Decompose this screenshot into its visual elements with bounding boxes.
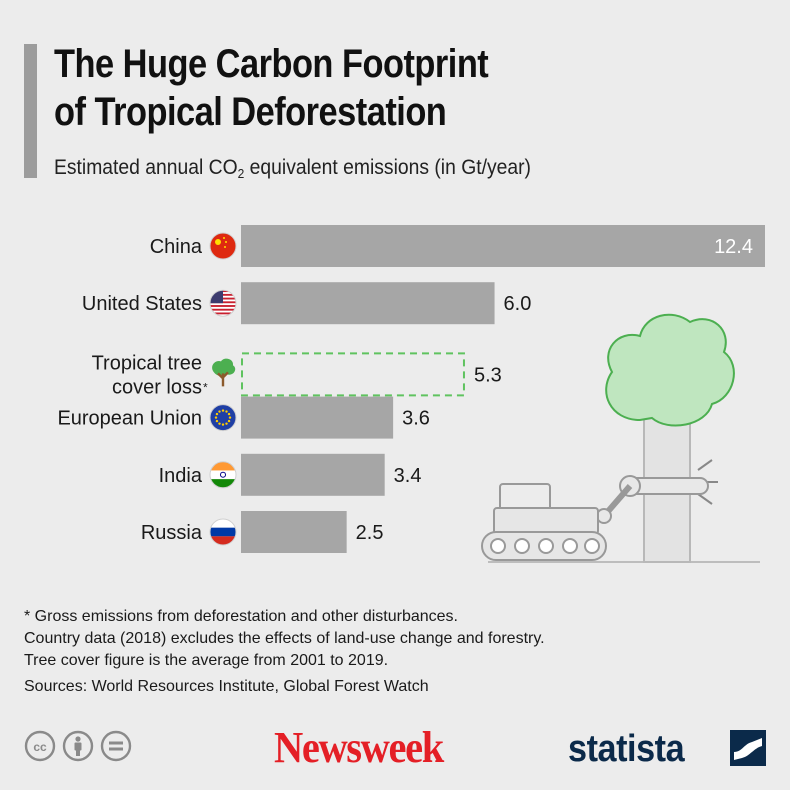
statista-logo-icon xyxy=(730,730,766,766)
bar xyxy=(241,282,495,325)
value-label: 5.3 xyxy=(474,364,502,386)
license-icons: cc xyxy=(24,730,132,764)
bar xyxy=(241,511,347,553)
newsweek-logo: Newsweek xyxy=(274,723,444,772)
svg-text:cc: cc xyxy=(33,740,47,754)
category-label: China xyxy=(150,236,203,258)
value-label: 2.5 xyxy=(356,522,384,544)
category-label: cover loss xyxy=(112,376,202,398)
usa-flag-icon xyxy=(209,289,237,317)
category-label: Russia xyxy=(141,522,203,544)
title-accent-bar xyxy=(24,44,37,178)
bars-group: 12.4 China 6.0 United States 5.3 Tropical tre… xyxy=(57,225,765,553)
value-label: 3.6 xyxy=(402,408,430,430)
title-line-2: of Tropical Deforestation xyxy=(54,90,447,134)
footnote-2: Country data (2018) excludes the effects… xyxy=(24,630,545,647)
page-title: The Huge Carbon Footprint of Tropical De… xyxy=(54,40,656,136)
bar-chart: 12.4 China 6.0 United States 5.3 Tropical tre… xyxy=(57,225,765,563)
no-derivatives-icon xyxy=(100,730,132,762)
russia-flag-icon xyxy=(209,518,237,546)
footnote-1: * Gross emissions from deforestation and… xyxy=(24,608,458,625)
subtitle-subscript: 2 xyxy=(237,166,245,181)
value-label: 12.4 xyxy=(714,236,753,258)
bulldozer-tree-illustration xyxy=(481,313,760,563)
china-flag-icon xyxy=(209,232,237,260)
title-line-1: The Huge Carbon Footprint xyxy=(54,42,489,86)
bar xyxy=(241,453,385,496)
category-label: United States xyxy=(82,293,202,315)
category-label: Tropical tree xyxy=(92,352,202,374)
statista-wordmark: statista xyxy=(568,728,685,770)
category-label: India xyxy=(159,465,203,487)
footer: cc Newsweek statista xyxy=(0,716,790,776)
eu-flag-icon xyxy=(209,404,237,432)
sources: Sources: World Resources Institute, Glob… xyxy=(24,678,429,695)
value-label: 6.0 xyxy=(504,293,532,315)
subtitle: Estimated annual CO2 equivalent emission… xyxy=(54,154,531,188)
cc-icon: cc xyxy=(24,730,56,762)
category-label: European Union xyxy=(57,408,202,430)
footnote-marker: * xyxy=(203,380,208,394)
india-flag-icon xyxy=(209,461,237,489)
subtitle-text: Estimated annual CO xyxy=(54,156,238,179)
bar xyxy=(241,225,765,267)
bar xyxy=(241,396,394,439)
value-label: 3.4 xyxy=(394,465,422,487)
attribution-icon xyxy=(62,730,94,762)
footnotes: * Gross emissions from deforestation and… xyxy=(24,606,764,698)
tree-icon xyxy=(212,358,236,387)
footnote-3: Tree cover figure is the average from 20… xyxy=(24,652,389,669)
bar-dashed xyxy=(241,352,465,397)
subtitle-text-end: equivalent emissions (in Gt/year) xyxy=(244,156,532,179)
